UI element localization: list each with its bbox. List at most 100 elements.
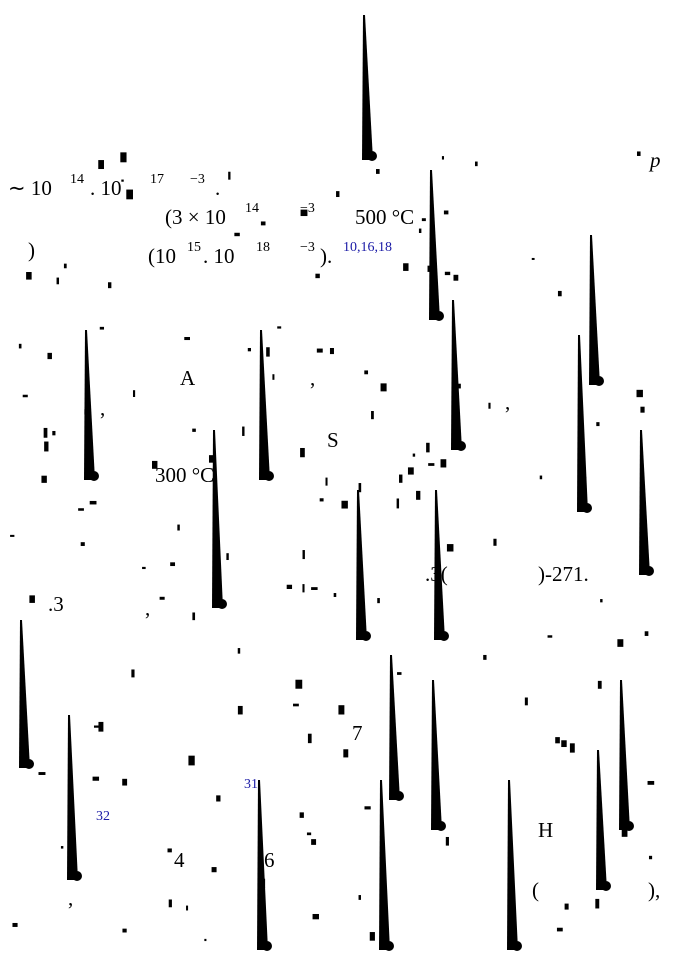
glyph-mark (167, 848, 172, 853)
glyph-mark (640, 406, 645, 413)
glyph-mark (636, 151, 641, 156)
spike-blob (512, 941, 522, 951)
glyph-mark (302, 584, 305, 593)
glyph-mark (234, 232, 240, 237)
spike-artifact (362, 15, 373, 160)
spike-blob (361, 631, 371, 641)
spike-blob (367, 151, 377, 161)
text-fragment: )-271. (538, 562, 589, 586)
glyph-mark (10, 534, 15, 537)
spike-artifact (577, 335, 588, 512)
glyph-mark (266, 347, 270, 357)
glyph-mark (84, 409, 87, 415)
glyph-mark (556, 927, 563, 932)
glyph-mark (647, 780, 655, 785)
glyph-mark (453, 274, 459, 281)
glyph-mark (132, 390, 136, 397)
glyph-mark (286, 584, 293, 589)
glyph-mark (168, 899, 172, 908)
glyph-mark (643, 556, 646, 562)
glyph-mark (443, 210, 449, 215)
spike-blob (644, 566, 654, 576)
text-fragment: 14 (245, 201, 259, 216)
glyph-mark (107, 282, 112, 289)
spike-blob (456, 441, 466, 451)
glyph-mark (369, 932, 375, 941)
text-fragment: 300 °C (155, 463, 215, 487)
text-fragment: 31 (244, 777, 258, 792)
glyph-mark (341, 500, 348, 509)
spike-artifact (451, 300, 462, 450)
glyph-mark (311, 839, 317, 845)
text-fragment: 14 (70, 172, 84, 187)
glyph-mark (311, 587, 318, 590)
spike-blob (217, 599, 227, 609)
glyph-mark (126, 189, 133, 200)
glyph-mark (644, 631, 649, 636)
glyph-mark (122, 778, 128, 786)
text-fragment: 500 °C (355, 205, 415, 229)
glyph-mark (29, 595, 35, 603)
text-fragment: . (215, 176, 221, 200)
spike-artifact (639, 430, 650, 575)
spike-artifact (379, 780, 390, 950)
spike-blob (582, 503, 592, 513)
glyph-mark (403, 263, 409, 271)
text-fragment: ), (648, 878, 661, 902)
spike-artifact (619, 680, 630, 830)
text-fragment: 17 (150, 172, 164, 187)
spike-blob (594, 376, 604, 386)
glyph-mark (412, 453, 416, 457)
glyph-mark (483, 654, 487, 660)
glyph-mark (329, 348, 334, 355)
text-fragment: −3 (190, 172, 205, 187)
glyph-mark (338, 705, 345, 715)
text-fragment: ( (532, 878, 539, 902)
spike-blob (436, 821, 446, 831)
text-fragment: H (538, 818, 554, 842)
glyph-mark (43, 427, 48, 438)
glyph-mark (557, 290, 562, 297)
glyph-mark (26, 272, 32, 280)
glyph-mark (78, 508, 84, 511)
glyph-mark (293, 703, 299, 707)
spike-artifact (356, 490, 367, 640)
glyph-mark (319, 498, 324, 502)
spike-blob (384, 941, 394, 951)
glyph-mark (192, 612, 196, 621)
text-fragment: ) (28, 238, 35, 262)
glyph-mark (186, 905, 189, 911)
text-fragment: A (180, 366, 196, 390)
text-fragment: , (100, 396, 106, 420)
spike-blob (89, 471, 99, 481)
text-fragment: 4 (174, 848, 185, 872)
glyph-mark (18, 343, 22, 349)
glyph-mark (92, 776, 100, 781)
glyph-mark (617, 639, 624, 647)
glyph-mark (427, 265, 435, 272)
glyph-mark (325, 477, 328, 486)
glyph-mark (226, 553, 229, 561)
text-fragment: −3 (300, 240, 315, 255)
glyph-mark (428, 463, 435, 466)
spike-artifact (84, 330, 95, 480)
glyph-mark (121, 179, 124, 182)
glyph-mark (597, 680, 602, 689)
glyph-mark (216, 795, 221, 802)
spike-blob (624, 821, 634, 831)
text-fragment: 15 (187, 240, 201, 255)
glyph-mark (399, 474, 403, 483)
text-fragment: ∼ 10 (8, 176, 52, 200)
spike-artifact (257, 780, 268, 950)
glyph-mark (159, 596, 165, 600)
glyph-mark (98, 721, 104, 732)
glyph-mark (421, 218, 426, 222)
glyph-mark (441, 156, 445, 160)
glyph-mark (333, 593, 337, 597)
glyph-mark (177, 524, 180, 531)
glyph-mark (445, 836, 449, 846)
glyph-mark (131, 669, 135, 678)
glyph-mark (120, 152, 127, 163)
glyph-mark (277, 326, 282, 329)
glyph-mark (547, 635, 553, 638)
